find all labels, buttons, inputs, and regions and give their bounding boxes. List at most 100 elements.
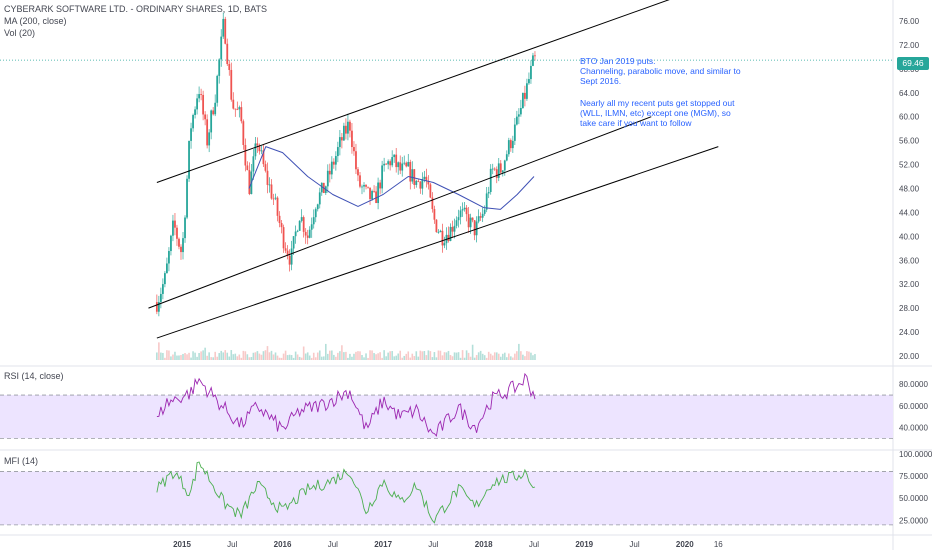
volume-bar: [308, 355, 311, 360]
trend-lines[interactable]: [148, 0, 719, 339]
time-tick-label: 2018: [475, 540, 493, 549]
volume-bar: [339, 351, 341, 360]
time-tick-label: Jul: [328, 540, 338, 549]
volume-bar: [431, 357, 434, 360]
volume-bar: [493, 352, 496, 360]
candle-body: [288, 255, 291, 265]
candle-body: [300, 217, 303, 221]
volume-bar: [214, 351, 216, 360]
candle-body: [413, 169, 416, 185]
volume-bar: [512, 357, 514, 360]
volume-bar: [228, 356, 231, 360]
volume-bar: [244, 351, 247, 360]
volume-bar: [180, 355, 182, 360]
time-tick-label: Jul: [428, 540, 438, 549]
candle-body: [242, 121, 245, 145]
candle-body: [192, 114, 194, 129]
candle-body: [532, 55, 534, 66]
candle-body: [534, 55, 536, 57]
axes: 76.0072.0068.0064.0060.0056.0052.0048.00…: [173, 17, 932, 549]
candle-body: [487, 192, 490, 194]
price-tick-label: 28.00: [899, 304, 920, 313]
volume-bar: [349, 353, 351, 360]
volume-bar: [439, 350, 442, 360]
volume-bar: [282, 353, 285, 360]
time-tick-label: 2015: [173, 540, 191, 549]
volume-bar: [218, 353, 221, 360]
candle-body: [204, 114, 207, 120]
volume-bar: [204, 347, 206, 360]
candle-body: [240, 107, 243, 122]
mfi-legend[interactable]: MFI (14): [4, 456, 39, 466]
volume-bar: [222, 352, 225, 360]
candle-body: [170, 235, 172, 252]
volume-bar: [337, 352, 339, 360]
candle-body: [387, 161, 390, 165]
volume-bar: [415, 351, 418, 360]
volume-bar: [510, 356, 512, 360]
volume-bar: [371, 350, 373, 360]
symbol-title[interactable]: CYBERARK SOFTWARE LTD. - ORDINARY SHARES…: [4, 4, 268, 14]
volume-bar: [314, 357, 317, 360]
candle-body: [296, 230, 299, 232]
volume-bar: [304, 353, 307, 360]
volume-bar: [226, 352, 229, 360]
candle-body: [294, 231, 297, 237]
volume-bar: [361, 355, 363, 360]
time-tick-label: 2020: [676, 540, 694, 549]
candle-body: [230, 69, 233, 100]
oscillator-tick-label: 25.0000: [899, 516, 928, 525]
volume-bar: [220, 350, 223, 360]
candle-body: [357, 169, 359, 176]
annotation-note-1[interactable]: BTO Jan 2019 puts. Channeling, parabolic…: [580, 56, 745, 86]
ma-legend[interactable]: MA (200, close): [4, 16, 67, 26]
volume-bar: [447, 350, 450, 360]
volume-bar: [331, 350, 333, 360]
volume-bar: [489, 353, 492, 360]
candle-body: [461, 209, 464, 211]
volume-bar: [369, 350, 371, 360]
candle-body: [355, 151, 357, 170]
volume-bar: [166, 350, 168, 360]
volume-bar: [294, 351, 297, 360]
candle-body: [473, 220, 476, 236]
candle-body: [449, 226, 452, 241]
candle-body: [232, 99, 235, 109]
volume-bar: [210, 357, 212, 360]
volume-bar: [359, 351, 361, 360]
volume-bar: [393, 356, 395, 360]
volume-bar: [411, 353, 414, 360]
candle-body: [234, 108, 237, 110]
candle-body: [425, 176, 428, 182]
candle-body: [340, 137, 343, 141]
time-tick-label: Jul: [629, 540, 639, 549]
volume-bar: [387, 352, 389, 360]
volume-bar: [292, 357, 295, 360]
candle-body: [371, 190, 373, 200]
volume-bar: [254, 352, 257, 360]
candle-body: [222, 18, 225, 37]
volume-bar: [397, 353, 400, 360]
candle-body: [435, 219, 438, 233]
candle-body: [228, 64, 231, 70]
candle-body: [479, 216, 482, 218]
volume-bar: [162, 352, 164, 360]
volume-bar: [316, 352, 319, 360]
candle-body: [206, 119, 209, 146]
volume-bar: [491, 355, 494, 360]
candle-body: [308, 229, 311, 238]
volume-bar: [483, 355, 486, 360]
rsi-legend[interactable]: RSI (14, close): [4, 371, 64, 381]
volume-bar: [252, 352, 255, 360]
candle-body: [433, 209, 436, 220]
candle-body: [497, 163, 500, 178]
price-tick-label: 48.00: [899, 185, 920, 194]
annotation-note-2[interactable]: Nearly all my recent puts get stopped ou…: [580, 98, 745, 128]
vol-legend[interactable]: Vol (20): [4, 28, 36, 38]
candle-body: [266, 170, 269, 185]
volume-bar: [399, 350, 402, 360]
volume-bar: [174, 351, 176, 360]
candle-body: [379, 182, 382, 189]
